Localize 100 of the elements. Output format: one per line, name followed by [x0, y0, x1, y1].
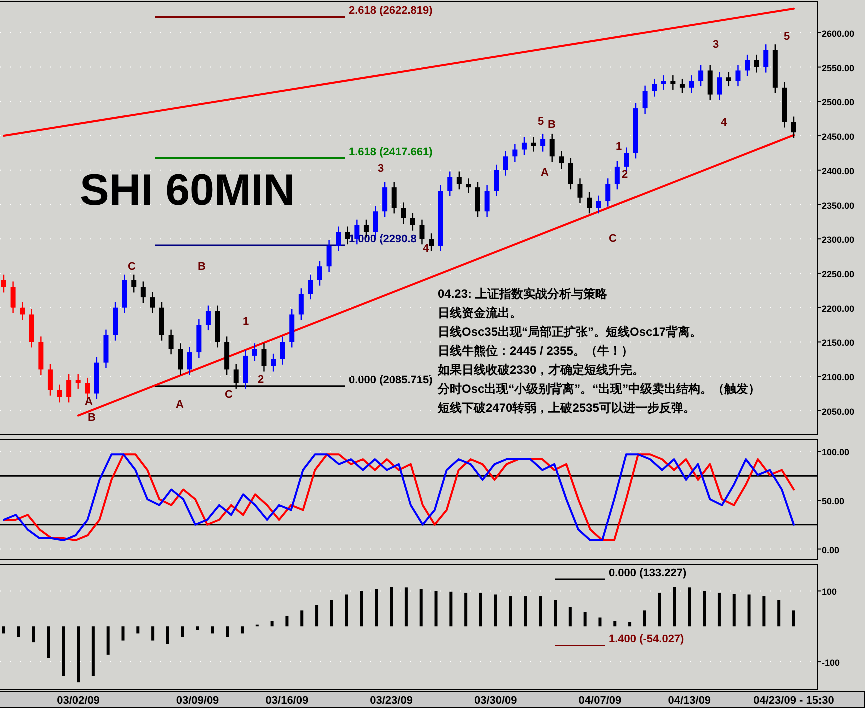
bar	[718, 592, 721, 627]
bar	[316, 605, 319, 627]
bar	[345, 594, 348, 627]
candlestick	[429, 233, 434, 252]
y-tick-label: 2500.00	[822, 98, 855, 108]
annotation: B	[548, 119, 556, 131]
candlestick	[754, 54, 760, 74]
candlestick	[661, 74, 666, 91]
candlestick	[76, 374, 81, 390]
ref-line-label: 1.618 (2417.661)	[349, 146, 434, 158]
candlestick	[512, 144, 518, 163]
x-tick-label: 03/09/09	[176, 695, 220, 707]
bar	[778, 600, 781, 627]
candlestick	[2, 274, 6, 294]
candlestick	[206, 305, 211, 332]
annotation: B	[88, 412, 96, 424]
candlestick	[689, 74, 694, 94]
bar	[762, 596, 766, 627]
bar	[240, 626, 244, 634]
bar	[166, 626, 170, 644]
bar	[509, 596, 512, 627]
y-tick-label: 100	[822, 587, 838, 598]
bar	[643, 610, 646, 627]
candlestick	[20, 302, 26, 321]
bar	[375, 589, 378, 627]
candlestick	[168, 329, 174, 356]
bar	[494, 594, 498, 627]
y-tick-label: 2450.00	[822, 132, 855, 142]
candlestick	[187, 346, 192, 376]
candlestick	[531, 136, 536, 152]
bar	[300, 610, 304, 627]
candlestick	[550, 133, 555, 163]
candlestick	[503, 150, 508, 176]
x-tick-label: 04/23/09 - 15:30	[754, 695, 834, 707]
text: SHI 60MIN	[80, 166, 296, 215]
candlestick	[568, 157, 574, 190]
candlestick	[10, 281, 16, 314]
candlestick	[326, 240, 332, 273]
bar	[584, 612, 587, 627]
y-tick-label: -100	[822, 658, 840, 668]
bar	[703, 591, 706, 627]
candlestick	[717, 72, 722, 101]
ref-line-label: 0.000 (133.227)	[609, 567, 688, 580]
annotation: B	[198, 261, 206, 273]
annotation: 2	[258, 374, 264, 386]
bar	[106, 626, 110, 655]
y-tick-label: 2300.00	[822, 235, 855, 246]
candlestick	[484, 184, 490, 218]
bar	[524, 596, 528, 627]
annotation: C	[609, 233, 617, 245]
candlestick	[670, 74, 676, 91]
annotation: 5	[784, 31, 790, 43]
candlestick	[596, 195, 602, 214]
candlestick	[392, 181, 397, 214]
candlestick	[420, 219, 425, 246]
candlestick	[140, 281, 146, 304]
bar	[479, 592, 482, 627]
bar	[450, 592, 453, 627]
candlestick	[336, 226, 342, 252]
candlestick	[298, 288, 304, 321]
candlestick	[698, 64, 704, 88]
candlestick	[764, 44, 769, 74]
y-tick-label: 100.00	[822, 448, 850, 458]
y-tick-label: 2600.00	[822, 28, 855, 39]
candlestick	[401, 202, 406, 225]
bar	[568, 607, 572, 627]
candlestick	[578, 178, 583, 204]
y-tick-label: 50.00	[822, 496, 845, 506]
bar	[211, 626, 214, 634]
y-tick-label: 2350.00	[822, 200, 855, 211]
bar	[32, 626, 36, 643]
bar	[539, 596, 542, 627]
annotation: 04.23: 上证指数实战分析与策略	[438, 287, 608, 301]
ref-line-label: 0.000 (2085.715)	[349, 374, 434, 386]
candlestick	[614, 160, 620, 190]
annotation: 5	[538, 116, 544, 128]
candlestick	[132, 274, 137, 294]
x-tick-label: 03/02/09	[57, 695, 100, 707]
bar	[658, 592, 662, 627]
bar	[92, 626, 95, 676]
y-tick-label: 0.00	[822, 545, 840, 556]
candlestick	[792, 116, 796, 139]
annotation: 日线牛熊位：2445 / 2355。（牛！）	[438, 344, 634, 358]
x-tick-label: 03/23/09	[370, 695, 413, 707]
bar	[404, 588, 408, 627]
bar	[122, 626, 125, 641]
candlestick	[466, 178, 472, 194]
candlestick	[745, 54, 750, 77]
bar	[554, 600, 558, 627]
annotation: 分时Osc出现“小级别背离”。“出现”中级卖出结构。（触发）	[437, 382, 761, 396]
candlestick	[522, 136, 527, 156]
y-tick-label: 2550.00	[822, 63, 855, 74]
candlestick	[680, 78, 685, 94]
annotation: C	[128, 261, 136, 273]
bar	[77, 626, 80, 683]
annotation: 3	[378, 163, 384, 175]
candlestick	[559, 150, 564, 170]
annotation: A	[541, 167, 549, 179]
x-tick-label: 04/07/09	[578, 695, 622, 707]
annotation: 3	[713, 39, 720, 51]
